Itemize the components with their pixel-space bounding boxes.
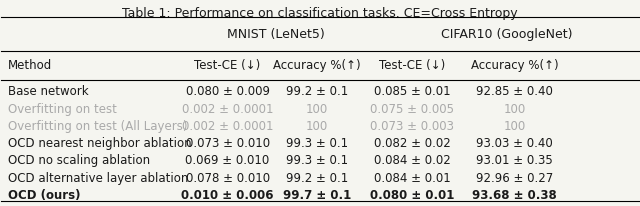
Text: Accuracy %(↑): Accuracy %(↑): [470, 59, 558, 72]
Text: 0.080 ± 0.009: 0.080 ± 0.009: [186, 85, 269, 98]
Text: 100: 100: [503, 103, 525, 116]
Text: 92.96 ± 0.27: 92.96 ± 0.27: [476, 172, 553, 185]
Text: 0.080 ± 0.01: 0.080 ± 0.01: [370, 189, 454, 202]
Text: 92.85 ± 0.40: 92.85 ± 0.40: [476, 85, 553, 98]
Text: 0.075 ± 0.005: 0.075 ± 0.005: [371, 103, 454, 116]
Text: 100: 100: [306, 103, 328, 116]
Text: 0.085 ± 0.01: 0.085 ± 0.01: [374, 85, 451, 98]
Text: OCD (ours): OCD (ours): [8, 189, 80, 202]
Text: OCD alternative layer ablation: OCD alternative layer ablation: [8, 172, 188, 185]
Text: 93.68 ± 0.38: 93.68 ± 0.38: [472, 189, 557, 202]
Text: 100: 100: [306, 120, 328, 133]
Text: CIFAR10 (GoogleNet): CIFAR10 (GoogleNet): [440, 28, 572, 41]
Text: 0.073 ± 0.003: 0.073 ± 0.003: [371, 120, 454, 133]
Text: Test-CE (↓): Test-CE (↓): [380, 59, 445, 72]
Text: Test-CE (↓): Test-CE (↓): [195, 59, 260, 72]
Text: OCD no scaling ablation: OCD no scaling ablation: [8, 154, 150, 167]
Text: Method: Method: [8, 59, 52, 72]
Text: MNIST (LeNet5): MNIST (LeNet5): [227, 28, 324, 41]
Text: 0.078 ± 0.010: 0.078 ± 0.010: [186, 172, 269, 185]
Text: 0.010 ± 0.006: 0.010 ± 0.006: [181, 189, 274, 202]
Text: 0.073 ± 0.010: 0.073 ± 0.010: [186, 137, 269, 150]
Text: 99.3 ± 0.1: 99.3 ± 0.1: [285, 137, 348, 150]
Text: Table 1: Performance on classification tasks. CE=Cross Entropy: Table 1: Performance on classification t…: [122, 7, 518, 20]
Text: 0.084 ± 0.02: 0.084 ± 0.02: [374, 154, 451, 167]
Text: Base network: Base network: [8, 85, 88, 98]
Text: 100: 100: [503, 120, 525, 133]
Text: Overfitting on test (All Layers): Overfitting on test (All Layers): [8, 120, 188, 133]
Text: 93.03 ± 0.40: 93.03 ± 0.40: [476, 137, 553, 150]
Text: Accuracy %(↑): Accuracy %(↑): [273, 59, 360, 72]
Text: 0.082 ± 0.02: 0.082 ± 0.02: [374, 137, 451, 150]
Text: 99.7 ± 0.1: 99.7 ± 0.1: [283, 189, 351, 202]
Text: 0.069 ± 0.010: 0.069 ± 0.010: [186, 154, 269, 167]
Text: 99.2 ± 0.1: 99.2 ± 0.1: [285, 85, 348, 98]
Text: 0.084 ± 0.01: 0.084 ± 0.01: [374, 172, 451, 185]
Text: 99.3 ± 0.1: 99.3 ± 0.1: [285, 154, 348, 167]
Text: 93.01 ± 0.35: 93.01 ± 0.35: [476, 154, 553, 167]
Text: Overfitting on test: Overfitting on test: [8, 103, 116, 116]
Text: 0.002 ± 0.0001: 0.002 ± 0.0001: [182, 120, 273, 133]
Text: OCD nearest neighbor ablation: OCD nearest neighbor ablation: [8, 137, 191, 150]
Text: 99.2 ± 0.1: 99.2 ± 0.1: [285, 172, 348, 185]
Text: 0.002 ± 0.0001: 0.002 ± 0.0001: [182, 103, 273, 116]
